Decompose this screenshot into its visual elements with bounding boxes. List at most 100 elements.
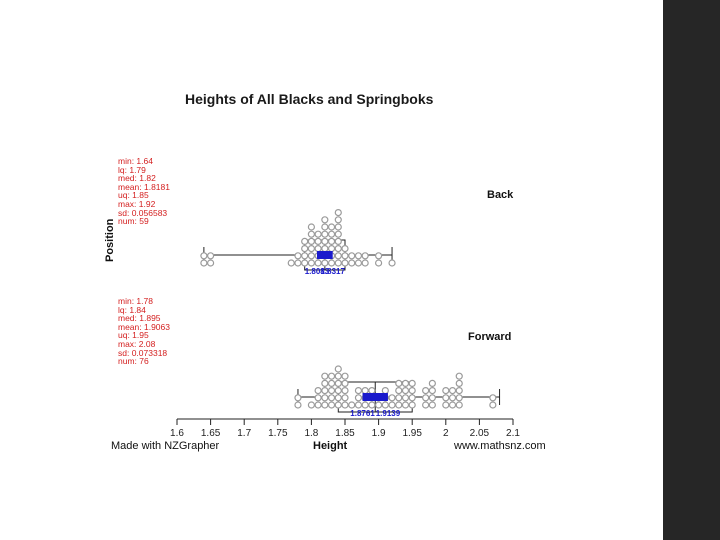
data-dot (375, 252, 383, 260)
data-dot (301, 259, 309, 267)
x-tick-label: 1.95 (402, 428, 422, 439)
data-dot (422, 394, 430, 402)
data-dot (442, 394, 450, 402)
forward-stat-med: med: 1.895 (118, 313, 161, 324)
data-dot (327, 245, 336, 253)
data-dot (448, 401, 457, 409)
back-stats-block: min: 1.64 lq: 1.79 med: 1.82 mean: 1.818… (118, 157, 170, 226)
data-dot (354, 252, 363, 260)
data-dot (422, 401, 430, 409)
ci-label-high: 1.8317 (320, 267, 345, 276)
data-dot (314, 401, 322, 409)
data-dot (455, 394, 463, 402)
group-label-forward: Forward (468, 331, 512, 343)
data-dot (207, 259, 215, 267)
x-tick-label: 1.6 (170, 428, 184, 439)
data-dot (341, 245, 349, 253)
data-dot (361, 387, 369, 395)
data-dot (455, 372, 463, 380)
data-dot (341, 252, 349, 260)
data-dot (354, 401, 363, 409)
forward-stat-mean: mean: 1.9063 (118, 321, 170, 332)
data-dot (422, 387, 430, 395)
data-dot (321, 230, 329, 238)
data-dot (395, 401, 403, 409)
data-dot (348, 259, 356, 267)
data-dot (314, 387, 322, 395)
data-dot (294, 394, 302, 402)
data-dot (354, 259, 363, 267)
data-dot (207, 252, 215, 260)
forward-stat-lq: lq: 1.84 (118, 304, 146, 315)
data-dot (200, 252, 208, 260)
ci-label-high: 1.9139 (376, 409, 401, 418)
data-dot (327, 394, 336, 402)
data-dot (368, 401, 376, 409)
data-dot (428, 379, 436, 387)
data-dot (294, 259, 302, 267)
data-dot (334, 237, 342, 245)
data-dot (348, 252, 356, 260)
data-dot (361, 252, 369, 260)
data-dot (307, 259, 315, 267)
x-tick-label: 1.65 (201, 428, 221, 439)
ci-bar (362, 393, 388, 401)
data-dot (327, 230, 336, 238)
forward-stats-block: min: 1.78 lq: 1.84 med: 1.895 mean: 1.90… (118, 297, 170, 366)
x-tick-label: 2.05 (470, 428, 490, 439)
data-dot (395, 379, 403, 387)
data-dot (314, 245, 322, 253)
data-dot (401, 394, 410, 402)
back-stat-num: num: 59 (118, 216, 149, 227)
data-dot (307, 237, 315, 245)
data-dot (334, 259, 342, 267)
ci-label-low: 1.8083 (305, 267, 330, 276)
data-dot (327, 387, 336, 395)
data-dot (455, 387, 463, 395)
side-panel (663, 0, 720, 540)
data-dot (327, 223, 336, 231)
data-dot (327, 401, 336, 409)
data-dot (341, 394, 349, 402)
data-dot (341, 259, 349, 267)
data-dot (294, 401, 302, 409)
data-dot (321, 387, 329, 395)
data-dot (301, 245, 309, 253)
data-dot (408, 387, 416, 395)
data-dot (375, 401, 383, 409)
data-dot (334, 365, 342, 373)
data-dot (341, 379, 349, 387)
forward-stat-num: num: 76 (118, 356, 149, 367)
x-tick-label: 2.1 (506, 428, 520, 439)
data-dot (395, 394, 403, 402)
data-dot (307, 245, 315, 253)
data-dot (381, 387, 389, 395)
x-tick-label: 1.75 (268, 428, 288, 439)
chart-title: Heights of All Blacks and Springboks (185, 91, 434, 107)
footer-credit: Made with NZGrapher (111, 440, 220, 452)
data-dot (314, 259, 322, 267)
x-tick-label: 1.8 (304, 428, 318, 439)
data-dot (327, 237, 336, 245)
data-dot (375, 259, 383, 267)
data-dot (381, 401, 389, 409)
data-dot (321, 223, 329, 231)
forward-stat-max: max: 2.08 (118, 338, 156, 349)
data-dot (321, 401, 329, 409)
x-tick-label: 2 (443, 428, 449, 439)
data-dot (327, 379, 336, 387)
x-tick-label: 1.7 (237, 428, 251, 439)
data-dot (361, 259, 369, 267)
data-dot (448, 387, 457, 395)
data-dot (388, 259, 396, 267)
back-stat-mean: mean: 1.8181 (118, 181, 170, 192)
data-dot (200, 259, 208, 267)
data-dot (334, 387, 342, 395)
data-dot (287, 259, 295, 267)
data-dot (321, 394, 329, 402)
back-stat-sd: sd: 0.056583 (118, 207, 168, 218)
data-dot (401, 387, 410, 395)
data-dot (327, 259, 336, 267)
footer-url: www.mathsnz.com (454, 440, 546, 452)
data-dot (455, 401, 463, 409)
